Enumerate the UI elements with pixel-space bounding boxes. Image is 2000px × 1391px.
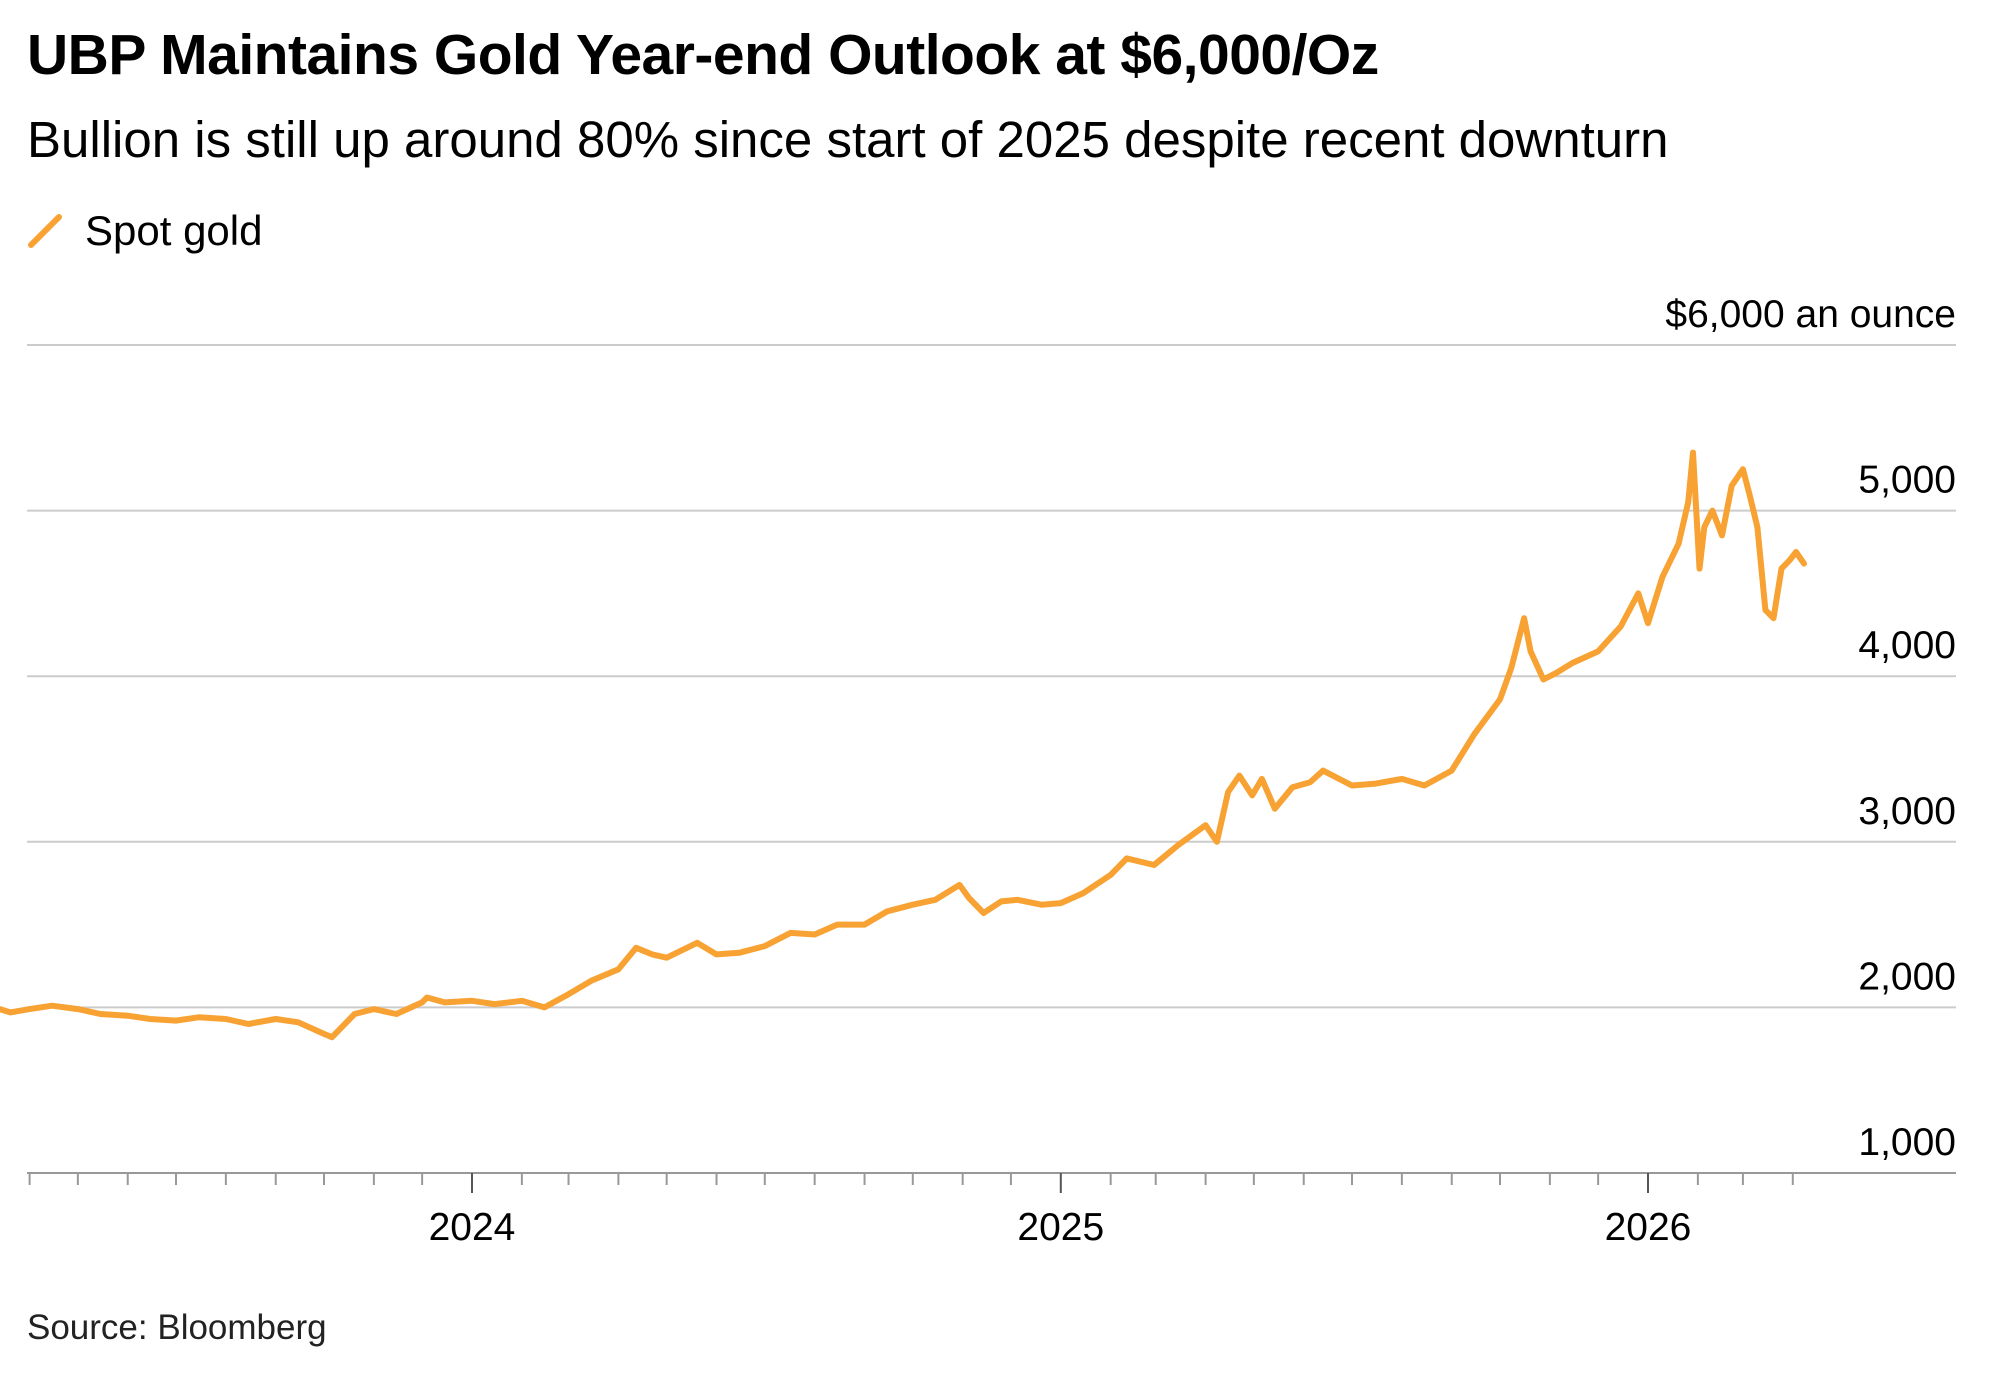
series-layer: [0, 449, 1807, 1041]
y-axis-labels: 1,000 2,000 3,000 4,000 5,000 $6,000 an ounce: [1665, 293, 1956, 1164]
x-axis-labels: 2024 2025 2026: [429, 1206, 1692, 1249]
legend: Spot gold: [27, 205, 262, 257]
x-tick-label: 2025: [1017, 1206, 1104, 1249]
y-tick-label: 3,000: [1858, 790, 1956, 833]
source-note: Source: Bloomberg: [27, 1308, 327, 1347]
x-axis: [27, 1172, 1956, 1193]
grid-layer: [27, 344, 1956, 1009]
y-tick-label: 1,000: [1858, 1121, 1956, 1164]
chart-subtitle: Bullion is still up around 80% since sta…: [27, 111, 1669, 168]
y-tick-label: $6,000 an ounce: [1665, 293, 1956, 336]
y-tick-label: 4,000: [1858, 624, 1956, 667]
y-tick-label: 2,000: [1858, 955, 1956, 998]
legend-label: Spot gold: [85, 207, 263, 254]
y-tick-label: 5,000: [1858, 459, 1956, 502]
x-tick-label: 2026: [1605, 1206, 1692, 1249]
series-line-spot-gold: [0, 449, 1807, 1041]
x-tick-label: 2024: [429, 1206, 516, 1249]
chart-title: UBP Maintains Gold Year-end Outlook at $…: [27, 23, 1379, 87]
line-swatch-icon: [28, 214, 62, 248]
